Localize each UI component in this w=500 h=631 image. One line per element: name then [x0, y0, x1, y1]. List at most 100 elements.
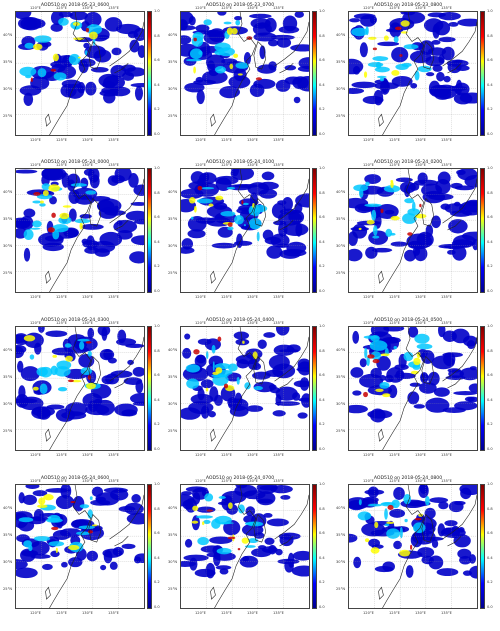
latitude-label: 30°N: [336, 560, 346, 564]
aod-high-region: [404, 198, 415, 204]
longitude-label: 120°E: [195, 321, 206, 325]
longitude-label: 130°E: [415, 453, 426, 457]
aod-low-region: [208, 411, 216, 418]
aod-low-region: [117, 329, 127, 344]
aod-high-region: [204, 493, 214, 502]
aod-low-region: [270, 34, 295, 40]
aod-high-region: [190, 216, 194, 220]
aod-low-region: [32, 490, 48, 497]
aod-high-region: [77, 338, 90, 342]
latitude-label: 40°N: [168, 348, 178, 352]
aod-high-region: [400, 20, 410, 27]
aod-high-region: [215, 367, 223, 374]
aod-low-region: [133, 184, 144, 196]
aod-high-region: [243, 224, 246, 227]
aod-low-region: [217, 12, 227, 16]
aod-high-region: [193, 205, 197, 213]
colorbar-tick: 0.2: [487, 580, 493, 585]
aod-low-region: [376, 356, 391, 371]
latitude-label: 40°N: [336, 506, 346, 510]
aod-high-region: [385, 228, 393, 237]
colorbar-tick: 0.6: [154, 58, 160, 63]
colorbar: [147, 168, 152, 293]
aod-high-region: [86, 24, 103, 35]
aod-low-region: [405, 565, 414, 578]
aod-low-region: [252, 363, 262, 371]
longitude-label: 125°E: [56, 163, 67, 167]
aod-high-region: [414, 517, 422, 521]
colorbar-tick: 0.4: [154, 239, 160, 244]
longitude-label: 130°E: [82, 321, 93, 325]
aod-high-region: [208, 203, 214, 207]
aod-high-region: [33, 535, 51, 542]
latitude-label: 25°N: [168, 271, 178, 275]
aod-low-region: [448, 369, 465, 379]
aod-high-region: [364, 347, 368, 359]
latitude-label: 35°N: [336, 375, 346, 379]
aod-high-region: [220, 211, 236, 217]
aod-low-region: [389, 22, 402, 38]
colorbar-tick: 0.2: [319, 422, 325, 427]
latitude-label: 25°N: [3, 114, 13, 118]
aod-low-region: [134, 85, 144, 101]
aod-low-region: [189, 557, 198, 571]
map-panel: AOD510 on 2018-05-24_0600 120°E 120°E 125°E…: [0, 476, 165, 631]
longitude-label: 130°E: [247, 611, 258, 615]
aod-high-region: [37, 504, 48, 509]
aod-low-region: [249, 13, 272, 19]
latitude-label: 25°N: [168, 114, 178, 118]
latitude-label: 40°N: [3, 190, 13, 194]
aod-low-region: [88, 169, 100, 183]
aod-high-region: [84, 50, 88, 56]
longitude-label: 125°E: [221, 163, 232, 167]
aod-low-region: [16, 218, 31, 229]
aod-high-region: [57, 387, 68, 392]
aod-low-region: [181, 35, 192, 45]
aod-high-region: [85, 190, 97, 195]
aod-low-region: [459, 92, 477, 104]
aod-map: [180, 326, 310, 451]
map-panel: AOD510 on 2018-05-24_0800 120°E 120°E 125°E…: [333, 476, 498, 631]
aod-low-region: [436, 568, 459, 577]
longitude-label: 130°E: [415, 6, 426, 10]
colorbar-tick: 0.0: [487, 605, 493, 609]
aod-low-region: [291, 565, 309, 577]
aod-high-region: [370, 547, 380, 554]
aod-high-region: [212, 374, 229, 386]
aod-low-region: [425, 72, 435, 77]
colorbar-tick: 1.0: [487, 324, 493, 328]
aod-high-region: [242, 202, 249, 206]
aod-high-region: [419, 203, 422, 208]
aod-high-region: [374, 66, 390, 73]
aod-high-region: [237, 73, 243, 76]
aod-low-region: [444, 520, 458, 527]
aod-low-region: [448, 500, 464, 513]
aod-high-region: [390, 181, 394, 188]
map-panel: AOD510 on 2018-05-24_0300 120°E 120°E 125°E…: [0, 318, 165, 473]
aod-high-region: [363, 335, 379, 339]
coastline: [45, 113, 51, 127]
colorbar: [312, 11, 317, 136]
aod-low-region: [432, 64, 443, 72]
aod-high-region: [416, 343, 433, 350]
aod-low-region: [438, 501, 449, 510]
aod-high-region: [218, 496, 226, 499]
aod-low-region: [431, 40, 441, 45]
latitude-label: 40°N: [336, 190, 346, 194]
longitude-label: 120°E: [195, 295, 206, 299]
aod-low-region: [450, 210, 472, 217]
longitude-label: 120°E: [30, 138, 41, 142]
longitude-label: 130°E: [247, 453, 258, 457]
aod-high-region: [415, 213, 427, 219]
colorbar-tick: 0.0: [319, 289, 325, 293]
aod-low-region: [279, 208, 298, 215]
latitude-label: 40°N: [336, 348, 346, 352]
aod-low-region: [219, 568, 229, 575]
aod-low-region: [382, 561, 395, 572]
aod-low-region: [97, 327, 111, 337]
coastline: [442, 336, 477, 389]
aod-low-region: [406, 500, 431, 507]
aod-low-region: [45, 330, 68, 337]
latitude-label: 25°N: [336, 271, 346, 275]
aod-low-region: [407, 327, 419, 338]
